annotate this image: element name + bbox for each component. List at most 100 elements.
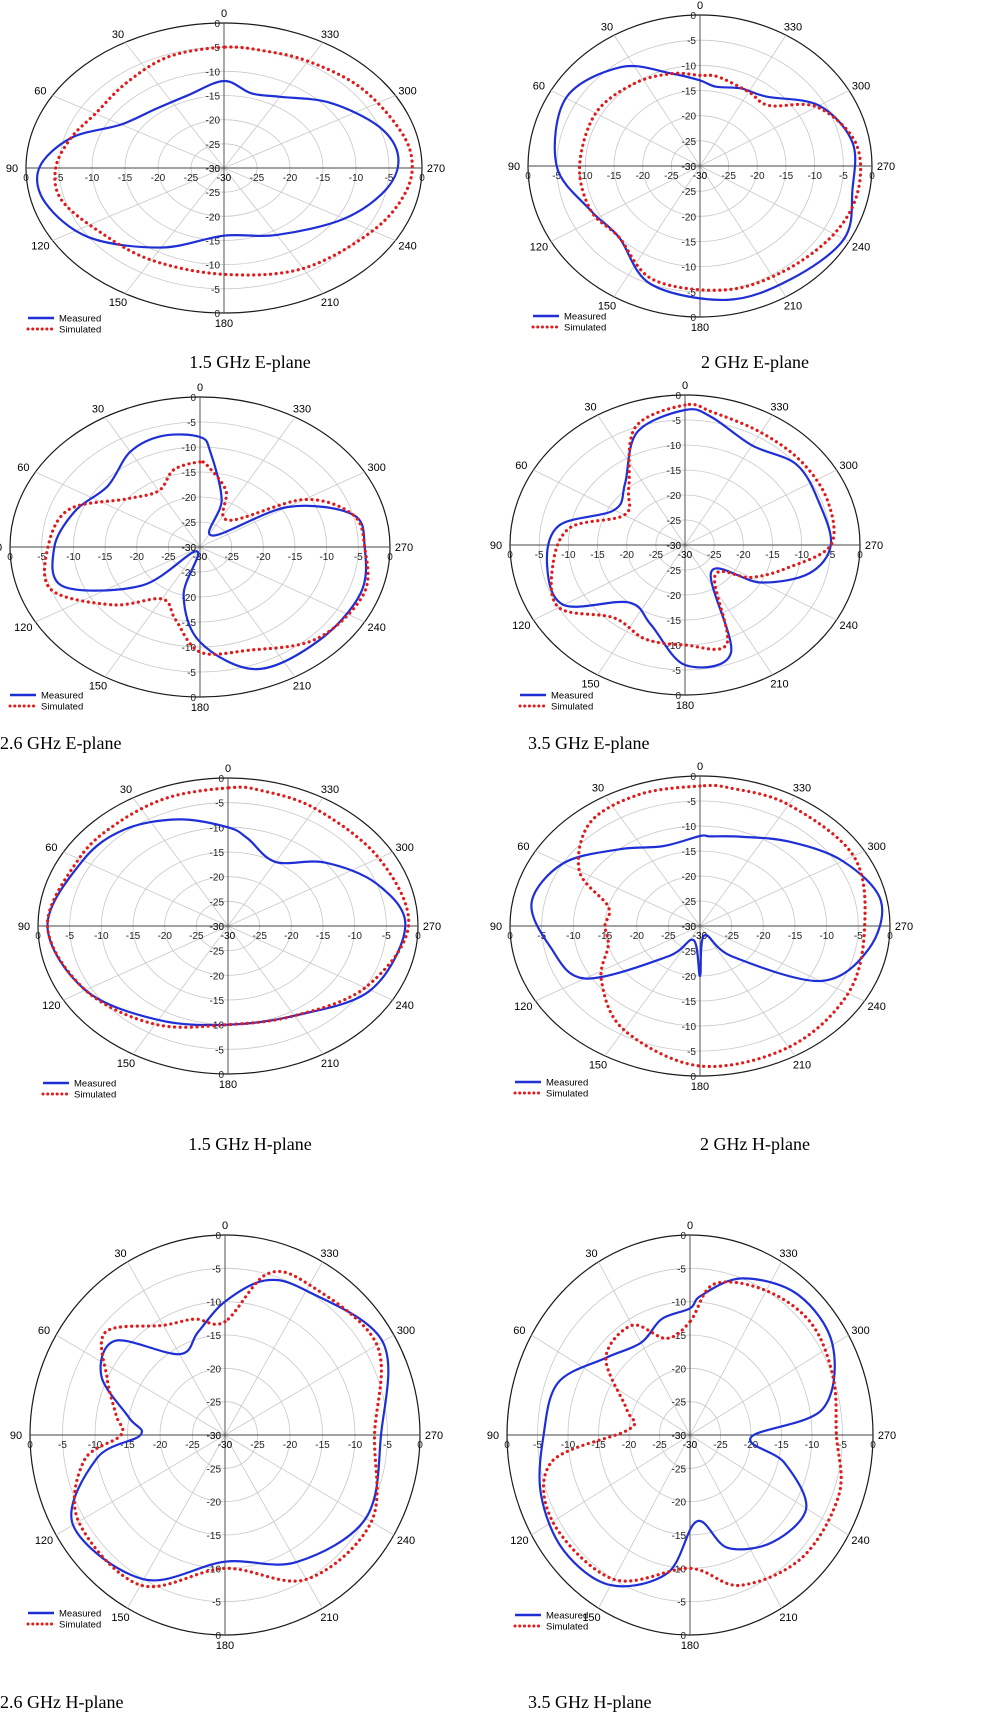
radial-tick-label: -25 xyxy=(652,1440,667,1451)
radial-tick-label: -30 xyxy=(221,931,236,942)
radial-tick-label: -30 xyxy=(682,162,697,173)
angle-label: 90 xyxy=(6,163,18,175)
grid-spoke xyxy=(598,1434,691,1609)
angle-label: 60 xyxy=(533,81,545,93)
radial-tick-label: 0 xyxy=(504,1440,510,1451)
radial-tick-label: -10 xyxy=(88,1440,103,1451)
radial-tick-label: -15 xyxy=(682,847,697,858)
angle-label: 300 xyxy=(398,86,416,98)
angle-label: 90 xyxy=(10,1430,22,1442)
angle-label: 240 xyxy=(397,1535,415,1547)
angle-label: 90 xyxy=(18,921,30,933)
polar-plot-4: -30 -30 -30 -30 -25 -25 -25 -25 -20 -20 -20 -20 -15-… xyxy=(490,380,1005,810)
radial-tick-label: -20 xyxy=(682,212,697,223)
radial-tick-label: -20 xyxy=(672,1498,687,1509)
angle-label: 180 xyxy=(215,318,233,330)
angle-label: 270 xyxy=(425,1430,443,1442)
angle-label: 120 xyxy=(31,241,49,253)
grid-spoke xyxy=(550,90,701,167)
radial-tick-label: -10 xyxy=(66,552,81,563)
radial-tick-label: -10 xyxy=(682,1022,697,1033)
angle-label: 300 xyxy=(852,81,870,93)
radial-tick-label: -5 xyxy=(55,173,64,184)
radial-tick-label: -20 xyxy=(682,972,697,983)
polar-plot-3: -30 -30 -30 -30 -25 -25 -25 -25 -20 -20 -20 -20 -15-… xyxy=(0,380,500,810)
angle-label: 270 xyxy=(895,921,913,933)
radial-tick-label: 0 xyxy=(218,1070,224,1081)
radial-tick-label: -15 xyxy=(126,931,141,942)
grid-spoke xyxy=(613,35,701,167)
series-measured-curve xyxy=(51,433,368,671)
angle-label: 210 xyxy=(779,1612,797,1624)
radial-tick-label: -25 xyxy=(713,1440,728,1451)
grid-spoke xyxy=(223,42,324,169)
grid-spoke xyxy=(699,90,850,167)
radial-tick-label: -25 xyxy=(189,931,204,942)
angle-label: 30 xyxy=(584,401,596,413)
radial-tick-label: -10 xyxy=(85,173,100,184)
angle-label: 270 xyxy=(865,540,883,552)
angle-label: 180 xyxy=(691,1081,709,1093)
radial-tick-label: -5 xyxy=(854,931,863,942)
grid-spoke xyxy=(689,1261,782,1436)
radial-tick-label: -25 xyxy=(182,568,197,579)
angle-label: 90 xyxy=(487,1430,499,1442)
angle-label: 150 xyxy=(109,297,127,309)
grid-spoke xyxy=(699,925,865,1002)
grid-spoke xyxy=(124,167,225,294)
radial-tick-label: 0 xyxy=(507,931,513,942)
radial-tick-label: 0 xyxy=(675,391,681,402)
radial-tick-label: -20 xyxy=(206,116,221,127)
radial-tick-label: -25 xyxy=(672,1464,687,1475)
series-simulated-curve xyxy=(577,71,863,292)
angle-label: 300 xyxy=(867,841,885,853)
plot-caption: 1.5 GHz H-plane xyxy=(188,1134,312,1154)
radial-tick-label: 0 xyxy=(215,1631,221,1642)
series-simulated-curve xyxy=(549,402,836,651)
radial-tick-label: 0 xyxy=(419,173,425,184)
radial-tick-label: -25 xyxy=(682,137,697,148)
radial-tick-label: -30 xyxy=(693,931,708,942)
radial-tick-label: -20 xyxy=(284,931,299,942)
radial-tick-label: 0 xyxy=(215,1231,221,1242)
angle-label: 30 xyxy=(112,29,124,41)
radial-tick-label: -15 xyxy=(672,1531,687,1542)
grid-spoke xyxy=(224,1334,395,1436)
radial-tick-label: -5 xyxy=(215,799,224,810)
grid-spoke xyxy=(199,546,365,623)
grid-spoke xyxy=(604,925,701,1057)
grid-spoke xyxy=(604,795,701,927)
radial-tick-label: -20 xyxy=(151,173,166,184)
radial-tick-label: -15 xyxy=(118,173,133,184)
angle-label: 330 xyxy=(321,29,339,41)
angle-label: 0 xyxy=(197,382,203,394)
radial-tick-label: -5 xyxy=(687,797,696,808)
polar-plot-1: -30 -30 -30 -30 -25 -25 -25 -25 -20 -20 -20 -20 -15-… xyxy=(0,0,500,430)
radial-tick-label: -5 xyxy=(382,931,391,942)
legend-label: Measured xyxy=(59,314,101,325)
grid-spoke xyxy=(535,850,701,927)
angle-label: 240 xyxy=(839,620,857,632)
radial-tick-label: -5 xyxy=(187,668,196,679)
grid-spoke xyxy=(699,925,796,1057)
angle-label: 180 xyxy=(219,1079,237,1091)
radial-tick-label: -5 xyxy=(677,1598,686,1609)
angle-label: 30 xyxy=(114,1248,126,1260)
grid-spoke xyxy=(533,469,686,546)
radial-tick-label: -15 xyxy=(182,468,197,479)
angle-label: 90 xyxy=(490,540,502,552)
radial-tick-label: -20 xyxy=(182,493,197,504)
radial-tick-label: -30 xyxy=(221,931,236,942)
radial-tick-label: -10 xyxy=(206,67,221,78)
radial-tick-label: -30 xyxy=(682,162,697,173)
radial-tick-label: -5 xyxy=(212,1264,221,1275)
radial-tick-label: -15 xyxy=(98,552,113,563)
radial-tick-label: -10 xyxy=(682,822,697,833)
radial-tick-label: -10 xyxy=(667,441,682,452)
radial-tick-label: -25 xyxy=(207,1398,222,1409)
radial-tick-label: -15 xyxy=(765,550,780,561)
legend-label: Measured xyxy=(74,1079,116,1090)
angle-label: 240 xyxy=(867,1001,885,1013)
angle-label: 150 xyxy=(598,300,616,312)
radial-tick-label: -25 xyxy=(672,1398,687,1409)
